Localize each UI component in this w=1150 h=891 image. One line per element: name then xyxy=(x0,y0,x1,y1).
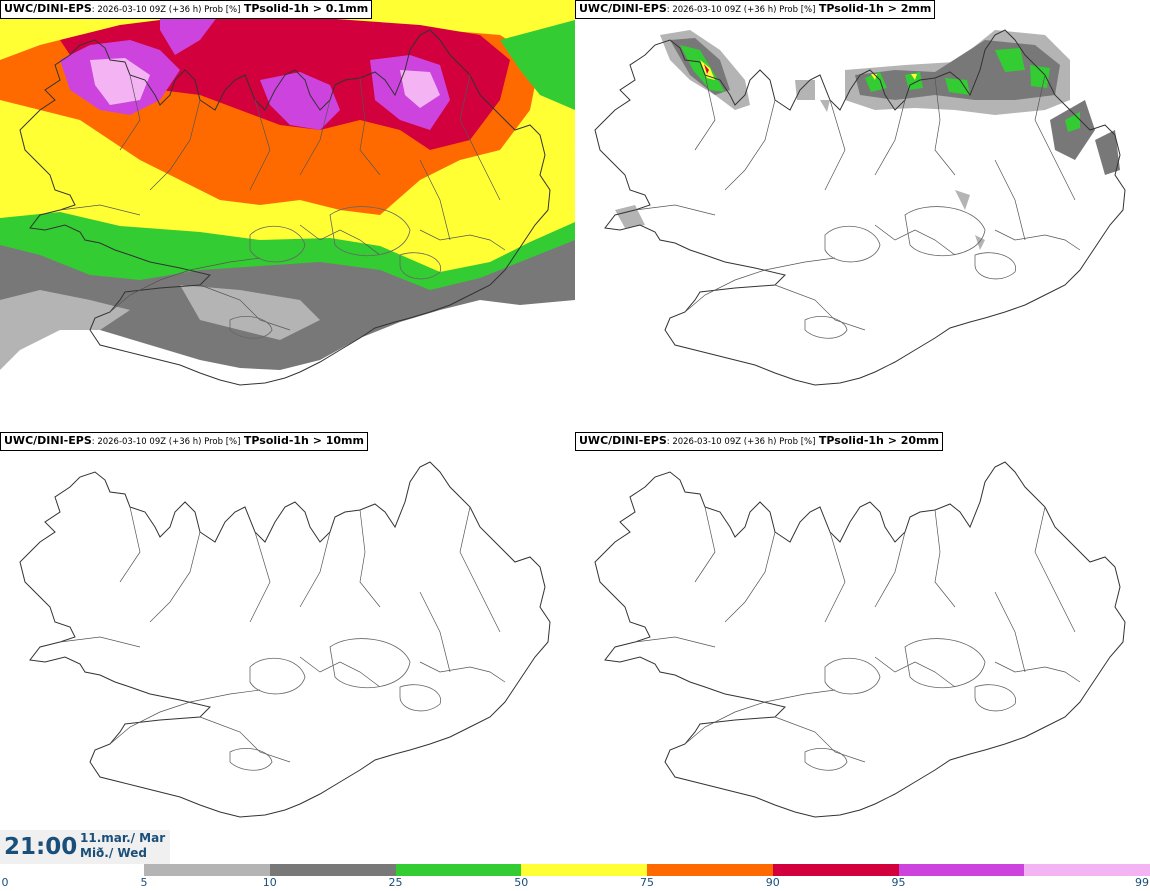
map-panel-prob-2mm: UWC/DINI-EPS: 2026-03-10 09Z (+36 h) Pro… xyxy=(575,0,1150,432)
field-name: TPsolid-1h > 0.1mm xyxy=(243,2,369,15)
probability-map xyxy=(575,0,1150,432)
colorbar-segment xyxy=(521,864,647,876)
run-meta: : 2026-03-10 09Z (+36 h) Prob [%] xyxy=(91,437,241,447)
colorbar-segment xyxy=(647,864,773,876)
field-name: TPsolid-1h > 20mm xyxy=(818,434,939,447)
valid-date-line2: Mið./ Wed xyxy=(80,846,147,860)
colorbar-tick-label: 10 xyxy=(262,876,277,889)
field-name: TPsolid-1h > 10mm xyxy=(243,434,364,447)
colorbar-ticks: 0 5 10 25 50 75 90 95 99 xyxy=(0,876,1150,891)
panel-title: UWC/DINI-EPS: 2026-03-10 09Z (+36 h) Pro… xyxy=(0,0,373,19)
model-name: UWC/DINI-EPS xyxy=(4,2,92,15)
colorbar-tick-label: 0 xyxy=(1,876,9,889)
probability-map xyxy=(0,0,575,432)
model-name: UWC/DINI-EPS xyxy=(579,434,667,447)
colorbar-tick-label: 90 xyxy=(765,876,780,889)
panel-title: UWC/DINI-EPS: 2026-03-10 09Z (+36 h) Pro… xyxy=(575,432,943,451)
colorbar-segment xyxy=(269,864,396,876)
colorbar-segment xyxy=(395,864,522,876)
colorbar-tick-label: 75 xyxy=(640,876,654,889)
map-panel-prob-0.1mm: UWC/DINI-EPS: 2026-03-10 09Z (+36 h) Pro… xyxy=(0,0,575,432)
run-meta: : 2026-03-10 09Z (+36 h) Prob [%] xyxy=(666,5,816,15)
model-name: UWC/DINI-EPS xyxy=(579,2,667,15)
panel-title: UWC/DINI-EPS: 2026-03-10 09Z (+36 h) Pro… xyxy=(575,0,936,19)
valid-time: 21:00 xyxy=(4,834,78,860)
colorbar-segment xyxy=(898,864,1025,876)
colorbar-segment xyxy=(144,864,270,876)
run-meta: : 2026-03-10 09Z (+36 h) Prob [%] xyxy=(91,5,241,15)
colorbar-segment xyxy=(1024,864,1150,876)
panel-title: UWC/DINI-EPS: 2026-03-10 09Z (+36 h) Pro… xyxy=(0,432,368,451)
field-name: TPsolid-1h > 2mm xyxy=(818,2,932,15)
map-panel-prob-10mm: UWC/DINI-EPS: 2026-03-10 09Z (+36 h) Pro… xyxy=(0,432,575,864)
probability-map xyxy=(0,432,575,864)
valid-time-box: 21:00 11.mar./ Mar Mið./ Wed xyxy=(0,830,170,864)
colorbar-tick-label: 50 xyxy=(514,876,529,889)
map-panel-prob-20mm: UWC/DINI-EPS: 2026-03-10 09Z (+36 h) Pro… xyxy=(575,432,1150,864)
probability-map xyxy=(575,432,1150,864)
colorbar xyxy=(144,864,1150,876)
run-meta: : 2026-03-10 09Z (+36 h) Prob [%] xyxy=(666,437,816,447)
valid-date: 11.mar./ Mar Mið./ Wed xyxy=(80,831,165,861)
colorbar-segment xyxy=(772,864,899,876)
model-name: UWC/DINI-EPS xyxy=(4,434,92,447)
colorbar-tick-label: 99 xyxy=(1135,876,1149,889)
colorbar-tick-label: 95 xyxy=(891,876,906,889)
valid-date-line1: 11.mar./ Mar xyxy=(80,831,166,845)
colorbar-tick-label: 5 xyxy=(140,876,148,889)
colorbar-tick-label: 25 xyxy=(388,876,403,889)
